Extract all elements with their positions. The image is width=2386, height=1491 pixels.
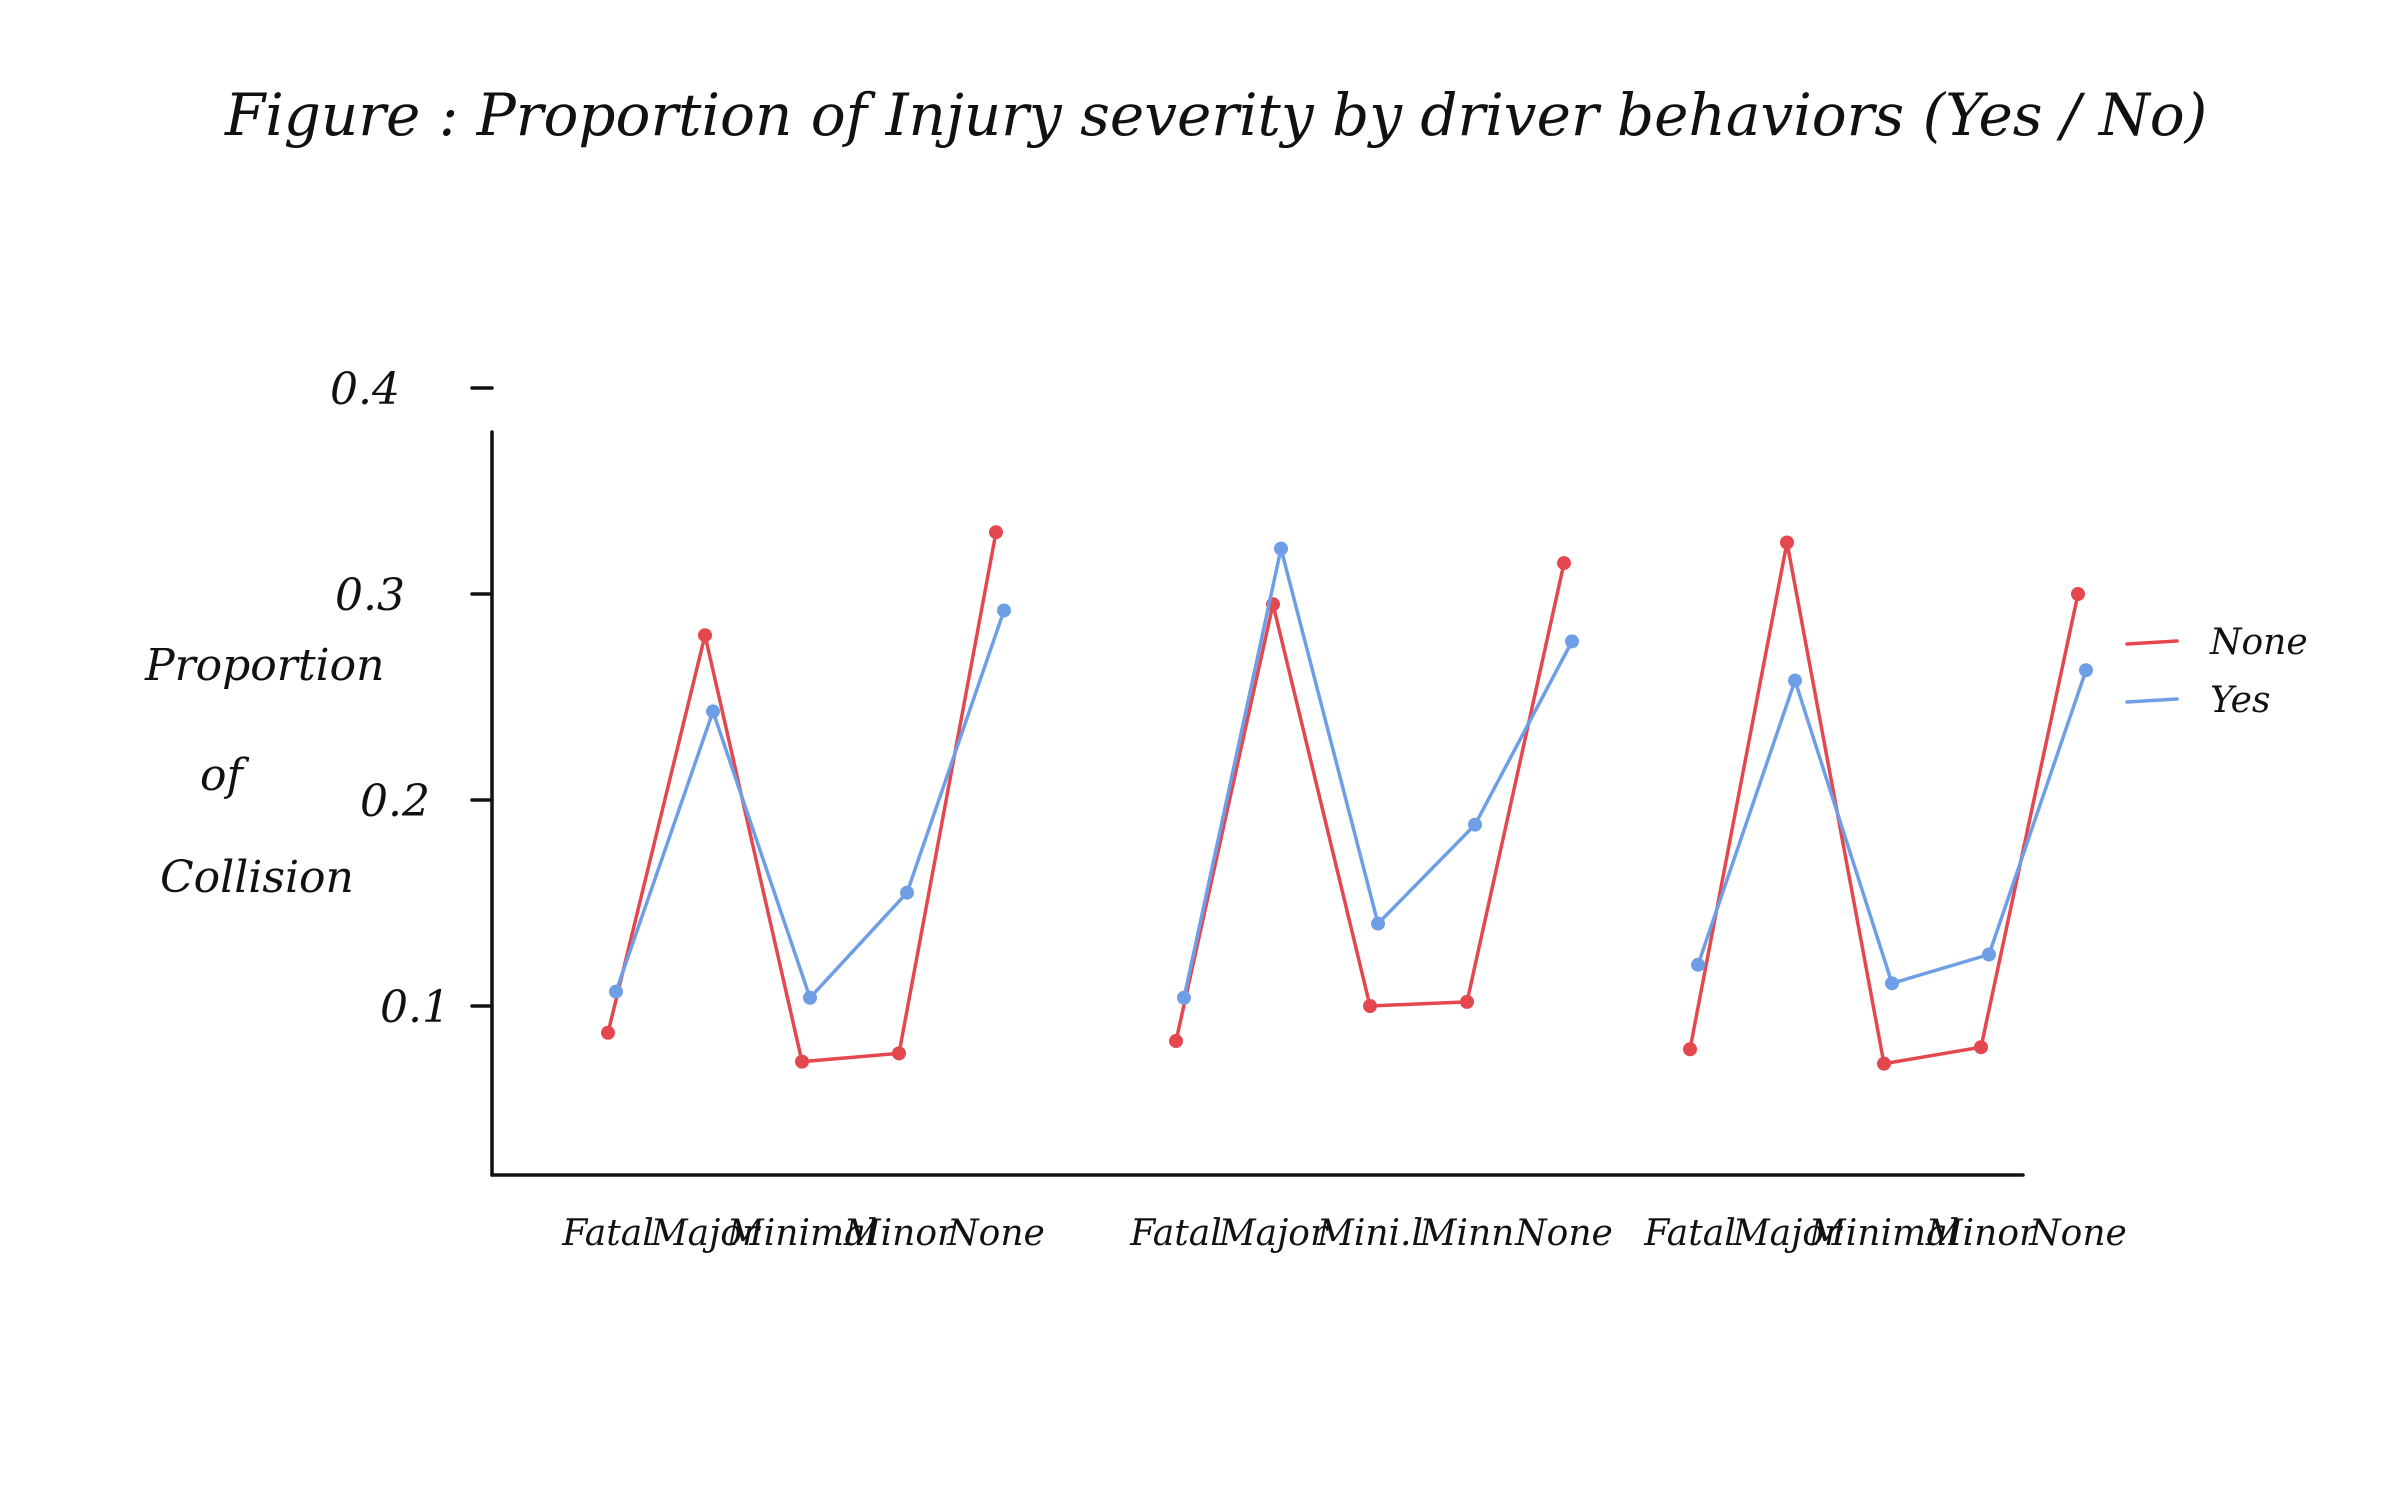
data-point bbox=[1885, 976, 1899, 991]
data-point bbox=[1877, 1056, 1891, 1071]
chart-title: Figure : Proportion of Injury severity b… bbox=[224, 81, 2207, 149]
x-category-label: None bbox=[2028, 1213, 2127, 1254]
x-category-label: Fatal bbox=[561, 1213, 653, 1254]
series-yes bbox=[609, 541, 2093, 1005]
data-point bbox=[1371, 916, 1385, 931]
y-axis-label: Proportion of Collision bbox=[144, 640, 384, 903]
data-point bbox=[1683, 1042, 1697, 1057]
x-category-label: Major bbox=[650, 1213, 761, 1254]
data-point bbox=[2071, 587, 2085, 601]
x-category-label: Major bbox=[1218, 1213, 1329, 1254]
x-category-label: Fatal bbox=[1643, 1213, 1735, 1254]
legend-swatch bbox=[2125, 639, 2179, 646]
y-tick-label: 0.4 bbox=[330, 364, 400, 415]
series-line bbox=[1688, 540, 2080, 1066]
x-category-label: None bbox=[1514, 1213, 1613, 1254]
legend: None Yes bbox=[2125, 622, 2308, 721]
data-point bbox=[989, 525, 1003, 540]
data-point bbox=[997, 603, 1011, 618]
x-category-label: Minor bbox=[843, 1213, 956, 1254]
x-category-label: Mini.l bbox=[1316, 1213, 1423, 1254]
y-tick-label: 0.1 bbox=[380, 982, 450, 1033]
data-point bbox=[1780, 535, 1794, 550]
data-point bbox=[1974, 1040, 1988, 1055]
data-point bbox=[803, 990, 817, 1005]
y-tick-label: 0.3 bbox=[335, 570, 405, 621]
data-point bbox=[892, 1046, 906, 1061]
axes bbox=[490, 430, 2025, 1177]
data-point bbox=[1557, 556, 1571, 571]
data-point bbox=[1363, 999, 1377, 1013]
series-layer bbox=[601, 525, 2093, 1071]
x-category-label: None bbox=[946, 1213, 1045, 1254]
legend-swatch bbox=[2125, 697, 2179, 704]
data-point bbox=[698, 628, 712, 643]
data-point bbox=[1274, 541, 1288, 556]
y-axis-label-line: Collision bbox=[160, 852, 354, 903]
series-line bbox=[1174, 561, 1566, 1043]
data-point bbox=[706, 704, 720, 719]
y-tick-label: 0.2 bbox=[360, 776, 430, 827]
data-point bbox=[1169, 1034, 1183, 1049]
x-category-label: Minor bbox=[1925, 1213, 2038, 1254]
data-point bbox=[609, 984, 623, 999]
series-none bbox=[601, 525, 2085, 1071]
data-point bbox=[601, 1025, 615, 1040]
data-point bbox=[1565, 634, 1579, 649]
data-point bbox=[900, 885, 914, 900]
y-axis-label-line: Proportion bbox=[144, 640, 384, 691]
data-point bbox=[1982, 947, 1996, 962]
data-point bbox=[1788, 673, 1802, 688]
data-point bbox=[795, 1054, 809, 1069]
data-point bbox=[1468, 817, 1482, 832]
legend-label: Yes bbox=[2210, 680, 2270, 721]
legend-label: None bbox=[2209, 622, 2308, 663]
x-category-label: Minimal bbox=[726, 1213, 877, 1254]
x-category-label: Major bbox=[1732, 1213, 1843, 1254]
x-category-label: Minimal bbox=[1808, 1213, 1959, 1254]
x-category-label: Minn bbox=[1419, 1213, 1515, 1254]
y-axis-label-line: of bbox=[200, 750, 249, 801]
data-point bbox=[1691, 957, 1705, 972]
x-category-label: Fatal bbox=[1129, 1213, 1221, 1254]
data-point bbox=[2079, 663, 2093, 678]
y-ticks: 0.4 0.3 0.2 0.1 bbox=[330, 364, 494, 1033]
data-point bbox=[1177, 990, 1191, 1005]
series-line bbox=[606, 530, 998, 1064]
data-point bbox=[1460, 994, 1474, 1009]
